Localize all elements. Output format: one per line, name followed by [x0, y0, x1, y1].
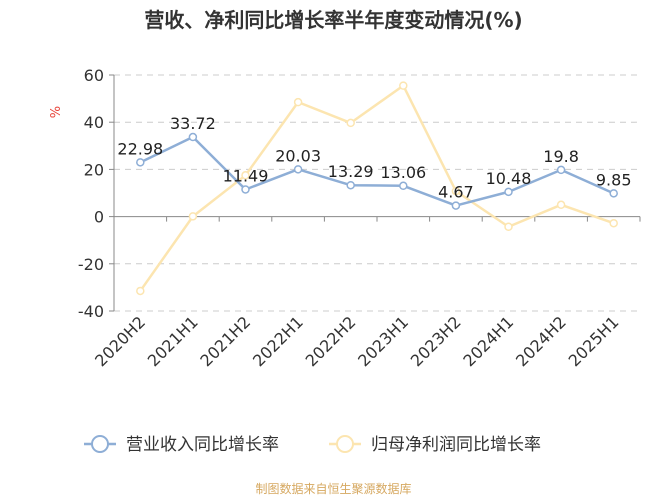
data-point: [451, 201, 461, 210]
data-point: [451, 186, 461, 196]
data-point: [241, 185, 250, 194]
data-point: [241, 171, 250, 180]
data-label: 33.72: [170, 114, 216, 133]
data-label: 13.06: [380, 163, 426, 182]
data-point: [188, 212, 198, 221]
data-point: [399, 181, 408, 191]
source-note: 制图数据来自恒生聚源数据库: [255, 482, 412, 496]
x-tick-label: 2022H1: [249, 312, 307, 370]
x-tick-label: 2024H2: [512, 312, 570, 370]
data-point: [556, 165, 566, 175]
data-point: [399, 81, 408, 90]
data-label: 22.98: [117, 139, 163, 158]
y-tick-label: -20: [78, 255, 104, 274]
chart-title: 营收、净利同比增长率半年度变动情况(%): [144, 8, 523, 32]
x-tick-label: 2023H2: [407, 312, 465, 370]
grid-lines: [114, 74, 640, 312]
data-label: 10.48: [486, 169, 532, 188]
data-point: [556, 200, 566, 210]
y-tick-label: 40: [84, 113, 104, 132]
x-tick-label: 2025H1: [565, 312, 623, 370]
y-tick-label: 0: [94, 208, 104, 227]
x-tick-label: 2020H2: [91, 312, 149, 370]
y-tick-label: 20: [84, 160, 104, 179]
data-label: 19.8: [543, 147, 579, 166]
data-label: 9.85: [596, 170, 632, 189]
legend-swatch-marker: [336, 435, 354, 453]
data-point: [504, 222, 513, 231]
legend-swatch-marker: [91, 435, 109, 453]
data-point: [188, 132, 198, 142]
x-tick-label: 2024H1: [459, 312, 517, 370]
data-point: [346, 118, 355, 128]
series-layer: [136, 81, 618, 296]
data-point: [609, 189, 618, 198]
data-point: [609, 218, 618, 228]
data-label: 20.03: [275, 146, 321, 165]
data-point: [504, 187, 513, 197]
data-point: [346, 180, 355, 190]
legend: 营业收入同比增长率 归母净利润同比增长率: [84, 435, 541, 455]
series-line-1: [139, 84, 615, 292]
series-line-0: [139, 135, 615, 207]
y-tick-label: -40: [78, 302, 104, 321]
data-label: 4.67: [438, 183, 474, 202]
x-tick-label: 2021H2: [196, 312, 254, 370]
y-tick-label: 60: [84, 66, 104, 85]
x-tick-label: 2022H2: [302, 312, 360, 370]
data-label: 13.29: [328, 162, 374, 181]
axes: 6040200-20-402020H22021H12021H22022H1202…: [78, 66, 641, 370]
data-point: [293, 97, 303, 107]
data-point: [136, 158, 145, 167]
data-point: [136, 286, 145, 296]
y-axis-label: %: [49, 106, 64, 118]
data-point: [293, 165, 303, 174]
data-label: 11.49: [223, 166, 269, 185]
legend-label: 归母净利润同比增长率: [371, 435, 541, 455]
legend-label: 营业收入同比增长率: [126, 435, 279, 455]
x-tick-label: 2021H1: [144, 312, 202, 370]
data-labels: 22.98 33.72 11.49 20.03 13.29 13.06 4.67 10.48 1…: [117, 114, 631, 202]
x-tick-label: 2023H1: [354, 312, 412, 370]
